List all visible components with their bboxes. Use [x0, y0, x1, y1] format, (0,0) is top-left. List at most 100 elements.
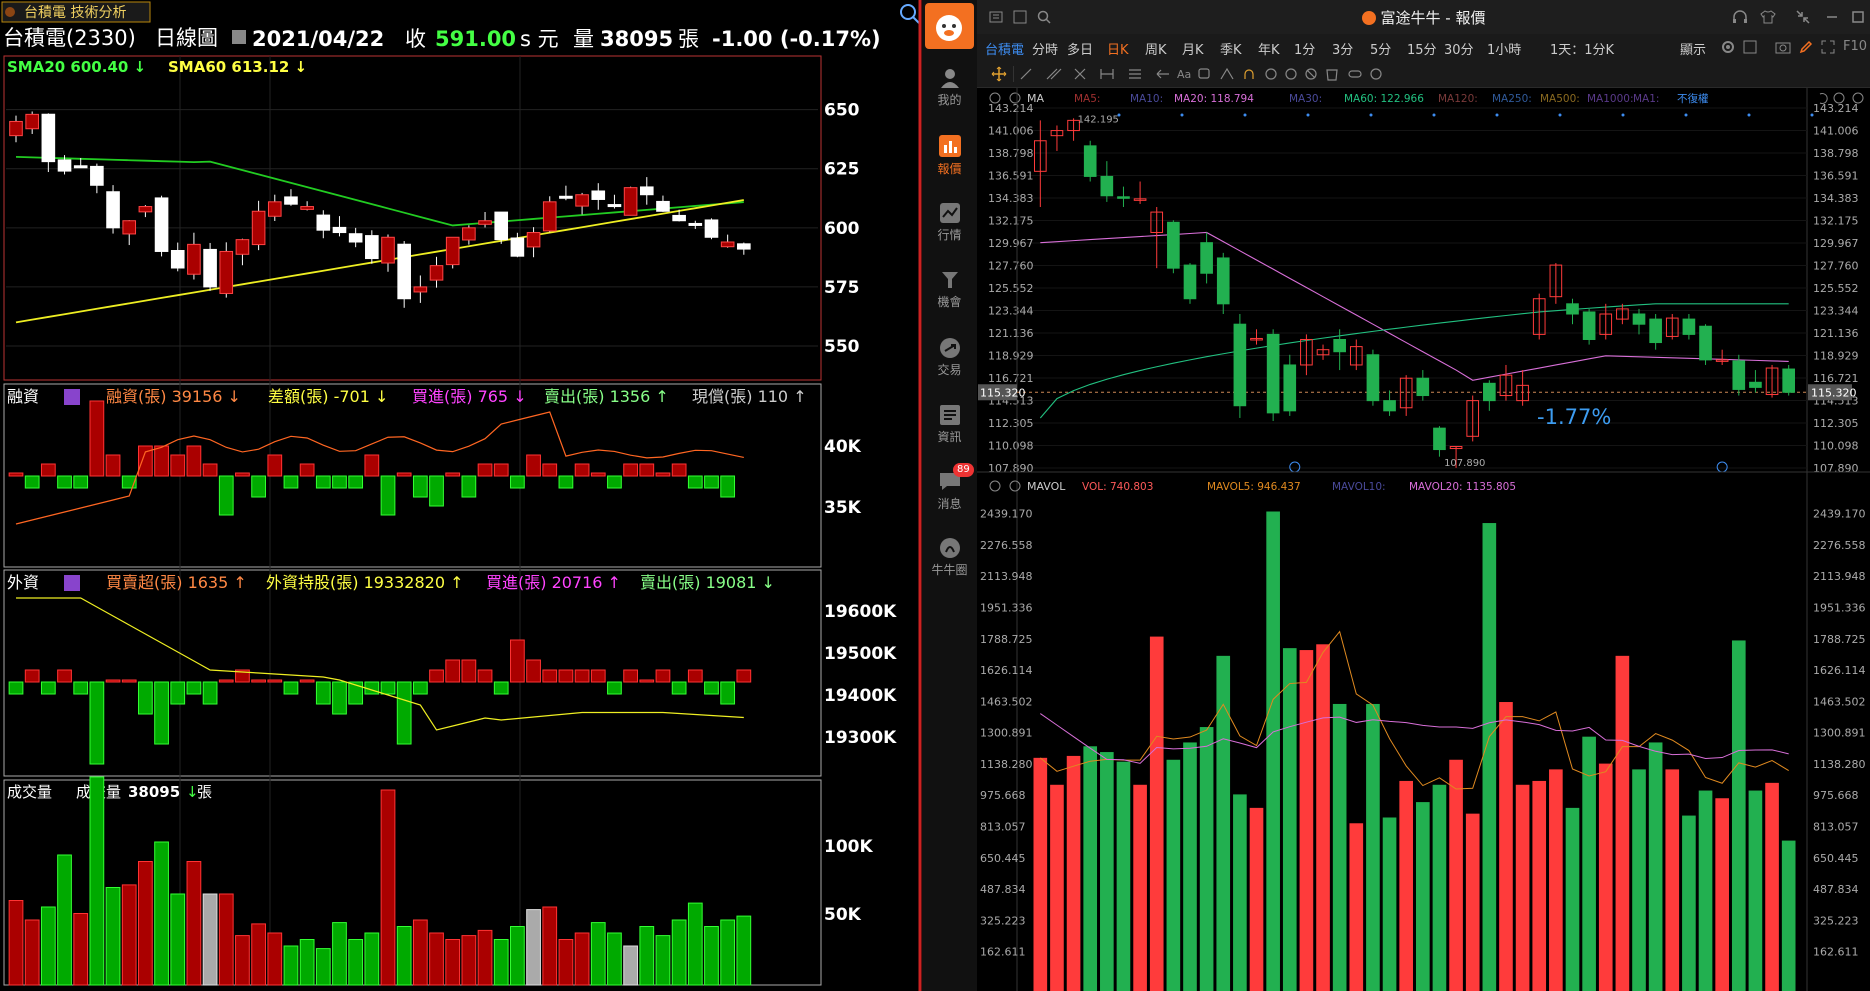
nav-market[interactable]: 行情 — [922, 203, 977, 243]
margin-bar — [24, 475, 40, 489]
candle-body — [1549, 264, 1563, 298]
left-price-tick: 134.383 — [988, 192, 1034, 205]
candle-body — [41, 113, 56, 163]
foreign-bar — [251, 679, 266, 683]
window-menu-icon[interactable] — [5, 7, 15, 17]
maximize-icon[interactable] — [1850, 9, 1866, 25]
left-price-tick: 110.098 — [988, 439, 1034, 452]
layout-icon[interactable] — [1743, 40, 1757, 54]
volume-value: 38095 — [600, 27, 673, 51]
crosshair-icon[interactable] — [991, 66, 1007, 82]
fullscreen-icon[interactable] — [1821, 40, 1835, 54]
ma-dot — [1495, 113, 1499, 117]
list-icon[interactable] — [989, 10, 1003, 24]
window-icon[interactable] — [1013, 10, 1027, 24]
event-marker-icon[interactable] — [1289, 461, 1301, 473]
right-price-tick: 116.721 — [1813, 372, 1859, 385]
candle-body — [284, 196, 298, 205]
volume-bar — [105, 887, 121, 986]
foreign-bar — [526, 659, 541, 683]
tf-year[interactable]: 年K — [1258, 43, 1280, 58]
market-icon — [939, 203, 960, 223]
ma20-line — [1040, 231, 1789, 381]
candle-body — [1582, 311, 1596, 340]
event-marker-icon[interactable] — [1716, 461, 1728, 473]
margin-bar — [267, 454, 283, 477]
tf-3min[interactable]: 3分 — [1332, 43, 1354, 58]
tf-1min[interactable]: 1分 — [1294, 43, 1316, 58]
candle-body — [57, 159, 72, 172]
ma-legend-item[interactable]: 不復權 — [1677, 92, 1709, 105]
settings-icon[interactable] — [1721, 40, 1735, 54]
f10-button[interactable]: F10 — [1843, 39, 1868, 54]
volume-unit: 張 — [678, 27, 699, 51]
nav-me[interactable]: 我的 — [922, 68, 977, 108]
stock-name: 台積電(2330) — [3, 26, 136, 50]
drawing-tools-icon[interactable]: Aa — [1019, 66, 1619, 82]
tf-month[interactable]: 月K — [1182, 43, 1204, 58]
tf-week[interactable]: 周K — [1145, 43, 1167, 58]
collapse-icon[interactable] — [1795, 9, 1811, 25]
zoom-out-icon[interactable] — [1833, 92, 1845, 104]
zoom-icon[interactable] — [900, 4, 916, 20]
foreign-menu-icon[interactable] — [64, 575, 80, 591]
volume-bar — [24, 919, 40, 986]
nav-messages-label: 消息 — [937, 497, 962, 511]
tf-day[interactable]: 日K — [1107, 43, 1129, 58]
candle-body — [9, 120, 23, 137]
search-icon[interactable] — [1037, 10, 1051, 24]
pen-icon[interactable] — [1799, 40, 1813, 54]
tf-15min[interactable]: 15分 — [1407, 43, 1437, 58]
window-titlebar: 富途牛牛 - 報價 — [977, 0, 1870, 34]
nav-opportunity[interactable]: 機會 — [922, 270, 977, 310]
headset-icon[interactable] — [1732, 9, 1748, 25]
tf-1day-1min[interactable]: 1天：1分K — [1550, 43, 1615, 58]
foreign-bar — [736, 669, 752, 683]
nav-community[interactable]: 牛牛圈 — [922, 538, 977, 578]
tf-5min[interactable]: 5分 — [1370, 43, 1392, 58]
volume-bar — [1582, 736, 1596, 991]
app-logo[interactable] — [925, 3, 974, 49]
volume-tick: 50K — [824, 905, 862, 925]
period-dropdown-icon[interactable] — [232, 30, 246, 44]
foreign-bar — [655, 669, 671, 683]
undo-icon[interactable] — [1819, 93, 1828, 104]
left-vol-tick: 1300.891 — [980, 727, 1033, 740]
zoom-in-icon[interactable] — [1852, 92, 1864, 104]
stock-tab[interactable]: 台積電 — [985, 43, 1025, 58]
candle-body — [1416, 377, 1430, 397]
nav-messages[interactable]: 消息 89 — [922, 463, 977, 512]
left-vol-tick: 650.445 — [980, 852, 1026, 865]
nav-trade[interactable]: 交易 — [922, 338, 977, 378]
settings-gear-icon[interactable] — [989, 92, 1001, 104]
window-title-tab[interactable] — [1, 1, 151, 23]
tf-quarter[interactable]: 季K — [1220, 43, 1242, 58]
tf-30min[interactable]: 30分 — [1444, 43, 1474, 58]
tf-tick[interactable]: 分時 — [1032, 43, 1059, 58]
nav-quotes[interactable]: 報價 — [922, 135, 977, 177]
display-menu[interactable]: 顯示 — [1680, 43, 1707, 58]
tf-1hour[interactable]: 1小時 — [1487, 43, 1522, 58]
nav-news[interactable]: 資訊 — [922, 405, 977, 445]
volume-bar — [1465, 813, 1480, 991]
foreign-bar — [639, 679, 655, 683]
tf-multiday[interactable]: 多日 — [1067, 43, 1094, 58]
volume-close-icon[interactable] — [1009, 480, 1021, 492]
candle-body — [1599, 313, 1613, 335]
candle-body — [73, 165, 88, 169]
right-price-tick: 138.798 — [1813, 147, 1859, 160]
margin-menu-icon[interactable] — [64, 389, 80, 405]
close-indicator-icon[interactable] — [1009, 92, 1021, 104]
volume-bar — [1183, 742, 1197, 991]
margin-bar — [202, 463, 218, 477]
minimize-icon[interactable] — [1824, 9, 1840, 25]
candle-body — [1333, 338, 1346, 353]
camera-icon[interactable] — [1775, 40, 1791, 54]
shirt-icon[interactable] — [1760, 9, 1776, 25]
candle-body — [737, 243, 751, 250]
price-tick: 575 — [824, 278, 860, 298]
left-price-tick: 123.344 — [988, 305, 1034, 318]
candle-body — [203, 248, 217, 288]
volume-settings-icon[interactable] — [989, 480, 1001, 492]
right-price-tick: 132.175 — [1813, 215, 1859, 228]
